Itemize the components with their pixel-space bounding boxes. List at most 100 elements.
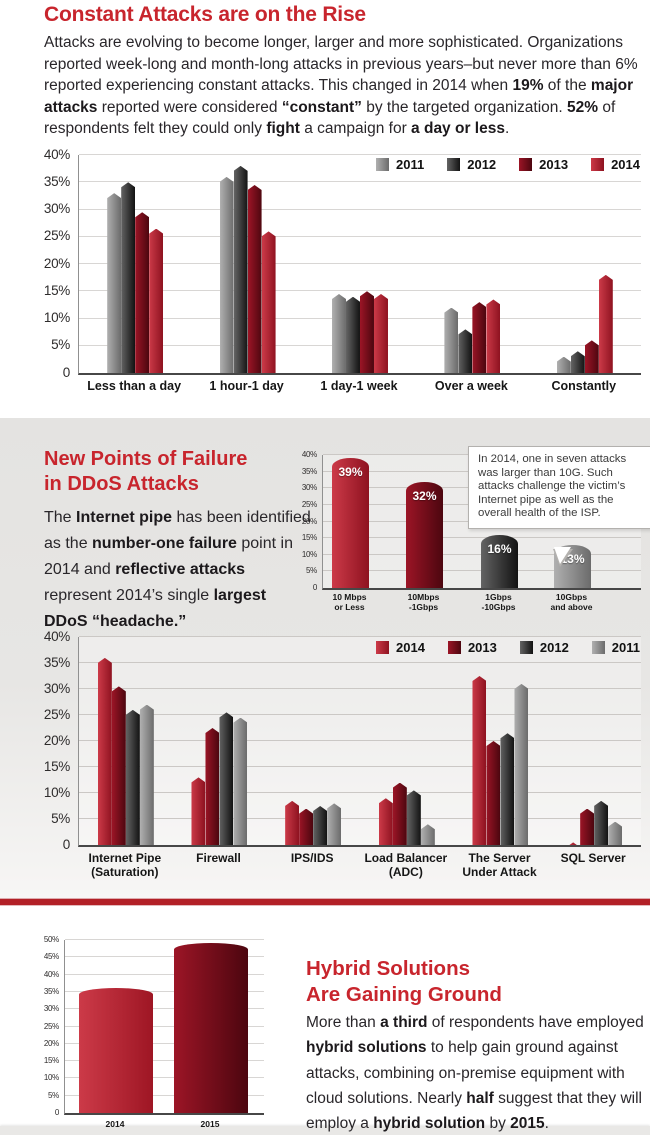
text-segment: represent 2014’s single bbox=[44, 587, 214, 604]
x-axis-label-line: SQL Server bbox=[560, 851, 626, 865]
bar-10-Mbps-or-Less: 39% bbox=[332, 458, 369, 588]
x-axis-label-line: Load Balancer bbox=[364, 851, 448, 865]
text-segment: 2015 bbox=[510, 1115, 545, 1133]
bar-group bbox=[304, 155, 416, 373]
bar-group bbox=[360, 637, 454, 845]
gridline bbox=[79, 688, 641, 689]
bar-2012 bbox=[500, 733, 515, 845]
x-axis-category-label: 1 day-1 week bbox=[299, 379, 419, 394]
y-axis-tick-label: 15% bbox=[43, 282, 70, 298]
bar-group bbox=[454, 637, 548, 845]
text-segment: reflective attacks bbox=[115, 561, 246, 578]
text-segment: a third bbox=[380, 1014, 428, 1031]
gridline bbox=[79, 766, 641, 767]
legend-label: 2014 bbox=[396, 640, 425, 655]
y-axis-tick-label: 25% bbox=[43, 1021, 59, 1031]
y-axis-tick-label: 5% bbox=[51, 337, 70, 353]
text-segment: The bbox=[44, 509, 77, 526]
x-axis-category-label: 2014 bbox=[55, 1119, 175, 1130]
bar-2011 bbox=[219, 176, 234, 373]
x-axis-label-line: Constantly bbox=[551, 379, 617, 393]
gridline bbox=[79, 290, 641, 292]
text-segment: 52% bbox=[567, 98, 599, 116]
legend-label: 2012 bbox=[467, 157, 497, 172]
y-axis-tick-label: 45% bbox=[43, 952, 59, 962]
section1-paragraph: Attacks are evolving to become longer, l… bbox=[44, 32, 650, 140]
legend-color-chip bbox=[591, 158, 605, 171]
bar-2014 bbox=[149, 228, 164, 373]
text-segment: . bbox=[544, 1115, 549, 1133]
bar-2012 bbox=[121, 182, 136, 373]
text-segment: by the targeted organization. bbox=[361, 98, 568, 116]
legend-item-2011: 2011 bbox=[591, 640, 640, 655]
gridline bbox=[79, 208, 641, 210]
x-axis-label-line: -10Gbps bbox=[481, 601, 516, 612]
legend-item-2011: 2011 bbox=[376, 157, 424, 172]
bar-2014 bbox=[472, 676, 487, 845]
y-axis-tick-label: 20% bbox=[43, 732, 70, 748]
plot-area bbox=[78, 154, 641, 375]
y-axis-tick-label: 10% bbox=[43, 310, 70, 326]
y-axis-tick-label: 20% bbox=[301, 516, 317, 526]
text-segment: a day or less bbox=[411, 120, 505, 137]
y-axis-tick-label: 40% bbox=[301, 450, 317, 460]
bar-2011 bbox=[331, 293, 346, 373]
bar-2015 bbox=[174, 943, 248, 1113]
text-segment: fight bbox=[266, 120, 300, 137]
x-axis-label-line: 1Gbps bbox=[485, 592, 512, 602]
bar-2012 bbox=[570, 351, 585, 373]
bar-2014 bbox=[373, 293, 388, 373]
section2-title-line1: New Points of Failure bbox=[44, 448, 248, 470]
y-axis-tick-label: 5% bbox=[51, 810, 70, 826]
text-segment: has been identified as the bbox=[44, 509, 311, 552]
bar-2012 bbox=[313, 806, 328, 845]
callout-pointer bbox=[554, 547, 571, 564]
y-axis-tick-label: 10% bbox=[301, 549, 317, 559]
x-axis-label-line: or Less bbox=[334, 601, 365, 612]
y-axis-tick-label: 20% bbox=[43, 1038, 59, 1048]
x-axis-category-label: The Server Under Attack bbox=[440, 851, 560, 879]
y-axis-tick-label: 35% bbox=[43, 173, 70, 189]
bar-2014 bbox=[97, 657, 112, 845]
legend-color-chip bbox=[519, 158, 533, 171]
x-axis-category-label: 2015 bbox=[150, 1119, 270, 1130]
bar-2012 bbox=[125, 709, 140, 845]
text-segment: largest DDoS “headache.” bbox=[44, 587, 267, 630]
bar-10Mbps--1Gbps: 32% bbox=[406, 481, 443, 588]
y-axis-tick-label: 10% bbox=[43, 784, 70, 800]
bar-group bbox=[79, 637, 173, 845]
section3-title: Hybrid Solutions Are Gaining Ground bbox=[306, 956, 502, 1008]
gridline bbox=[65, 973, 264, 975]
legend-item-2012: 2012 bbox=[519, 640, 569, 655]
y-axis-tick-label: 25% bbox=[301, 499, 317, 509]
bar-2014 bbox=[378, 798, 393, 845]
x-axis-label-line: The Server bbox=[468, 851, 531, 865]
legend-color-chip bbox=[376, 158, 390, 171]
x-axis-label-line: (ADC) bbox=[388, 864, 423, 879]
legend-label: 2012 bbox=[539, 640, 569, 655]
text-segment: of respondents felt they could only bbox=[44, 98, 616, 138]
bar-2013 bbox=[486, 741, 501, 845]
y-axis-tick-label: 35% bbox=[301, 466, 317, 476]
bar-2012 bbox=[233, 165, 248, 373]
plot-area bbox=[78, 636, 641, 847]
text-segment: of the bbox=[543, 77, 591, 94]
red-divider-bar bbox=[0, 899, 650, 905]
bar-2013 bbox=[584, 340, 599, 373]
y-axis-tick-label: 5% bbox=[48, 1090, 59, 1100]
bar-2014 bbox=[261, 231, 276, 373]
text-segment: to help gain ground against attacks, com… bbox=[306, 1039, 625, 1107]
bar-2012 bbox=[458, 329, 473, 373]
bar-group bbox=[529, 155, 641, 373]
bar-1Gbps--10Gbps: 16% bbox=[481, 534, 518, 588]
bar-2011 bbox=[233, 717, 248, 845]
y-axis-tick-label: 40% bbox=[43, 969, 59, 979]
bar-2013 bbox=[135, 212, 150, 373]
x-axis-label-line: IPS/IDS bbox=[290, 851, 334, 865]
legend-item-2012: 2012 bbox=[447, 157, 496, 172]
y-axis-tick-label: 0 bbox=[62, 836, 71, 852]
bar-2013 bbox=[359, 291, 374, 373]
y-axis-tick-label: 0 bbox=[54, 1108, 59, 1118]
gridline bbox=[79, 792, 641, 793]
